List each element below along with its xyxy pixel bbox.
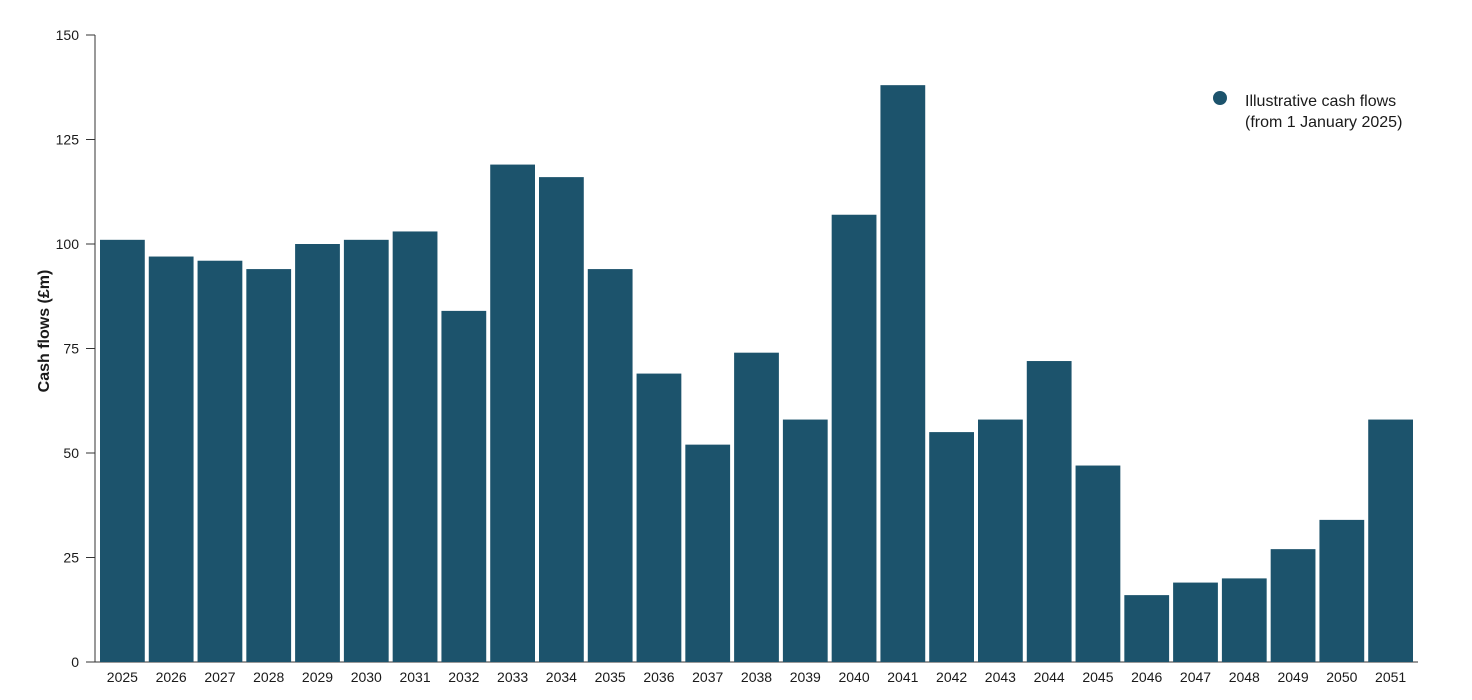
x-tick-label: 2040 bbox=[838, 669, 869, 685]
bar-2047 bbox=[1173, 582, 1218, 662]
x-tick-label: 2051 bbox=[1375, 669, 1406, 685]
x-tick-label: 2048 bbox=[1229, 669, 1260, 685]
bar-2049 bbox=[1270, 549, 1316, 662]
legend-label-line-2: (from 1 January 2025) bbox=[1245, 114, 1402, 131]
x-tick-label: 2028 bbox=[253, 669, 284, 685]
x-tick-label: 2047 bbox=[1180, 669, 1211, 685]
x-tick-label: 2041 bbox=[887, 669, 918, 685]
legend: Illustrative cash flows (from 1 January … bbox=[1213, 91, 1402, 131]
bar-2038 bbox=[734, 352, 779, 662]
bar-2029 bbox=[295, 244, 340, 662]
bar-2025 bbox=[100, 239, 145, 662]
bar-2030 bbox=[343, 239, 389, 662]
x-tick-label: 2029 bbox=[302, 669, 333, 685]
y-tick-label: 25 bbox=[63, 550, 79, 566]
x-tick-label: 2049 bbox=[1277, 669, 1308, 685]
y-axis-title: Cash flows (£m) bbox=[36, 270, 53, 393]
bar-2044 bbox=[1026, 361, 1072, 662]
x-tick-label: 2032 bbox=[448, 669, 479, 685]
bar-2034 bbox=[539, 177, 584, 662]
x-tick-label: 2044 bbox=[1034, 669, 1065, 685]
x-tick-label: 2033 bbox=[497, 669, 528, 685]
x-tick-label: 2043 bbox=[985, 669, 1016, 685]
y-tick-label: 100 bbox=[56, 236, 80, 252]
bar-2028 bbox=[246, 269, 292, 662]
bar-2045 bbox=[1075, 465, 1121, 662]
bar-2037 bbox=[685, 444, 731, 662]
x-tick-label: 2039 bbox=[790, 669, 821, 685]
bar-2039 bbox=[782, 419, 828, 662]
bar-2035 bbox=[587, 269, 633, 662]
bar-2048 bbox=[1221, 578, 1267, 662]
x-tick-label: 2034 bbox=[546, 669, 577, 685]
x-tick-label: 2030 bbox=[351, 669, 382, 685]
legend-label-line-1: Illustrative cash flows bbox=[1245, 93, 1396, 110]
bar-2027 bbox=[197, 260, 243, 662]
x-tick-label: 2046 bbox=[1131, 669, 1162, 685]
x-tick-label: 2031 bbox=[399, 669, 430, 685]
y-tick-label: 0 bbox=[71, 654, 79, 670]
x-tick-label: 2035 bbox=[595, 669, 626, 685]
x-tick-label: 2036 bbox=[643, 669, 674, 685]
bar-2041 bbox=[880, 85, 926, 662]
x-tick-label: 2050 bbox=[1326, 669, 1357, 685]
x-tick-label: 2038 bbox=[741, 669, 772, 685]
x-axis: 2025 2026 2027 2028 2029 2030 2031 2032 2033 2034… bbox=[95, 661, 1418, 685]
bar-2032 bbox=[441, 310, 487, 662]
bar-2033 bbox=[490, 164, 535, 662]
x-tick-label: 2045 bbox=[1082, 669, 1113, 685]
bar-2046 bbox=[1124, 595, 1170, 662]
legend-marker bbox=[1213, 91, 1227, 105]
x-tick-label: 2027 bbox=[204, 669, 235, 685]
y-tick-label: 75 bbox=[63, 341, 79, 357]
y-tick-label: 50 bbox=[63, 445, 79, 461]
y-tick-label: 125 bbox=[56, 132, 80, 148]
x-tick-label: 2037 bbox=[692, 669, 723, 685]
bar-2043 bbox=[978, 419, 1023, 662]
y-axis: 0 25 50 75 100 125 150 bbox=[56, 27, 96, 670]
bar-2026 bbox=[148, 256, 194, 662]
bar-2050 bbox=[1319, 519, 1365, 662]
bar-2036 bbox=[636, 373, 682, 662]
bar-2040 bbox=[831, 214, 877, 663]
y-tick-label: 150 bbox=[56, 27, 80, 43]
x-tick-label: 2025 bbox=[107, 669, 138, 685]
x-tick-label: 2026 bbox=[156, 669, 187, 685]
bar-2051 bbox=[1368, 419, 1413, 662]
bar-2031 bbox=[392, 231, 438, 662]
bar-series bbox=[100, 85, 1413, 663]
bar-2042 bbox=[929, 432, 974, 662]
x-tick-label: 2042 bbox=[936, 669, 967, 685]
